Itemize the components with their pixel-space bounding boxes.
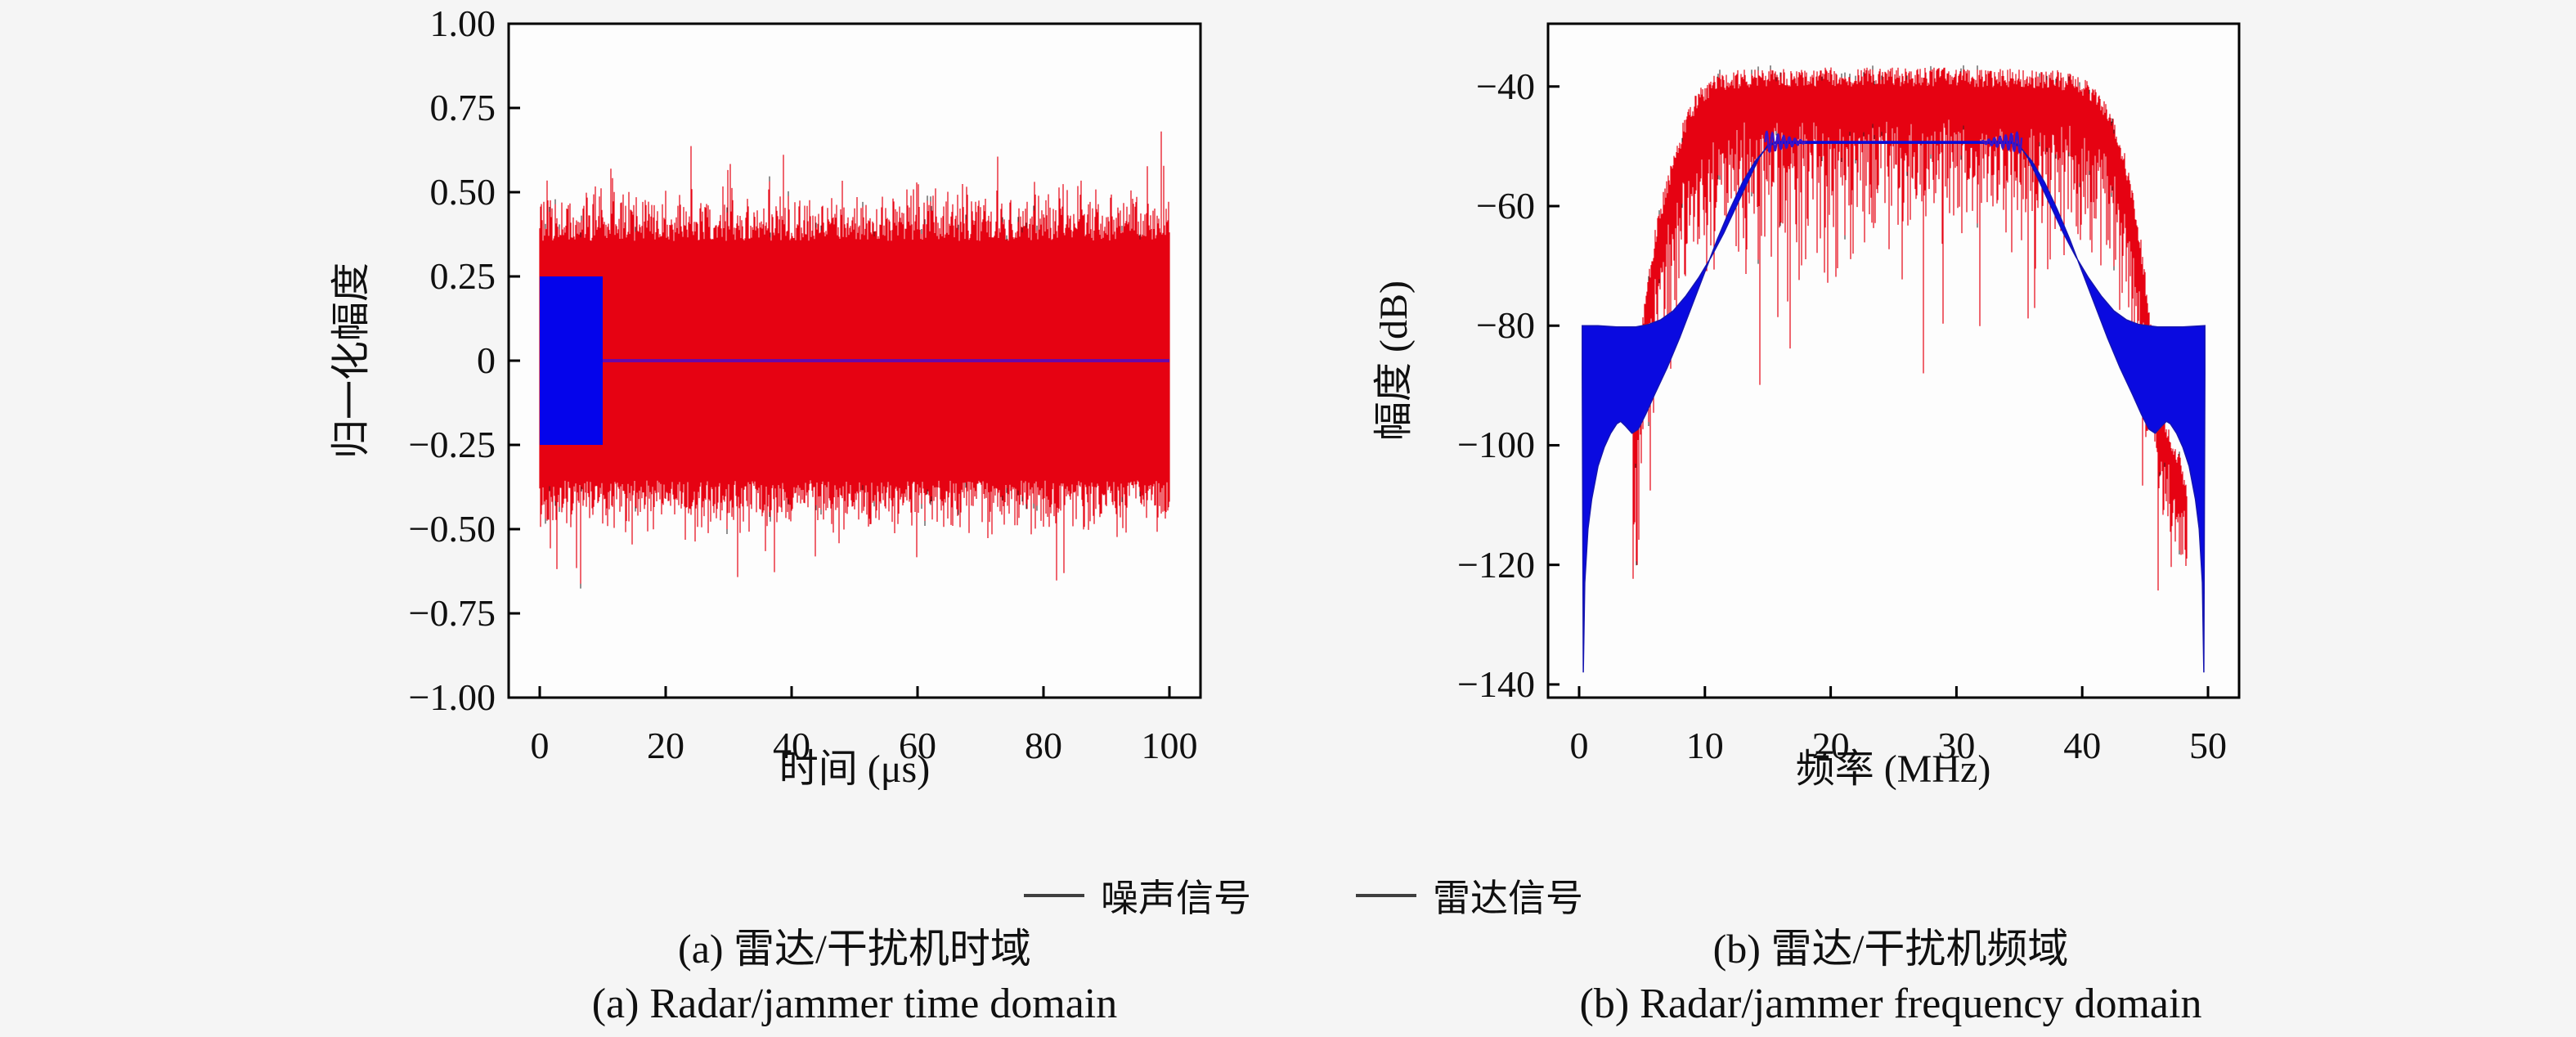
noise-signal-line-swatch: [1024, 894, 1084, 897]
x-tick-label: 20: [647, 725, 684, 766]
x-tick-label: 30: [1937, 725, 1976, 766]
time-domain-caption-en: (a) Radar/jammer time domain: [591, 981, 1118, 1027]
x-tick-label: 0: [530, 725, 550, 766]
y-tick-label: −0.50: [408, 508, 496, 550]
x-tick-label: 10: [1685, 725, 1724, 766]
x-tick-label: 100: [1141, 725, 1198, 766]
x-tick-label: 80: [1025, 725, 1062, 766]
y-tick-label: −60: [1476, 184, 1535, 227]
y-tick-label: −120: [1457, 543, 1535, 586]
frequency-domain-caption-cn: (b) 雷达/干扰机频域: [1712, 926, 2069, 972]
y-tick-label: −140: [1457, 662, 1535, 705]
legend-label-noise: 噪声信号: [1101, 878, 1251, 919]
radar-signal-line-swatch: [1356, 894, 1416, 897]
x-tick-label: 40: [773, 725, 810, 766]
y-tick-label: 0: [477, 339, 496, 381]
legend-item-noise: 噪声信号: [1024, 869, 1251, 923]
y-tick-label: 0.25: [429, 255, 496, 297]
time-domain-x-axis-label: 时间 (μs): [779, 747, 931, 791]
y-tick-label: −40: [1476, 65, 1535, 107]
y-tick-label: 0.50: [429, 171, 496, 213]
y-tick-label: −0.25: [408, 424, 496, 465]
x-tick-label: 20: [1811, 725, 1850, 766]
x-tick-label: 0: [1569, 725, 1589, 766]
y-tick-label: −1.00: [408, 676, 496, 718]
y-tick-label: −100: [1457, 424, 1535, 466]
legend: 噪声信号 雷达信号: [1024, 869, 1583, 923]
y-tick-label: 0.75: [429, 87, 496, 128]
x-tick-label: 50: [2189, 725, 2227, 766]
y-tick-label: −80: [1476, 304, 1535, 347]
legend-label-radar: 雷达信号: [1433, 878, 1583, 919]
frequency-domain-x-axis-label: 频率 (MHz): [1795, 747, 1991, 791]
legend-item-radar: 雷达信号: [1356, 869, 1583, 923]
x-tick-label: 40: [2063, 725, 2102, 766]
y-tick-label: −0.75: [408, 592, 496, 634]
x-tick-label: 60: [899, 725, 936, 766]
time-domain-caption-cn: (a) 雷达/干扰机时域: [678, 926, 1031, 972]
y-tick-label: 1.00: [429, 2, 496, 44]
frequency-domain-caption-en: (b) Radar/jammer frequency domain: [1579, 981, 2202, 1027]
